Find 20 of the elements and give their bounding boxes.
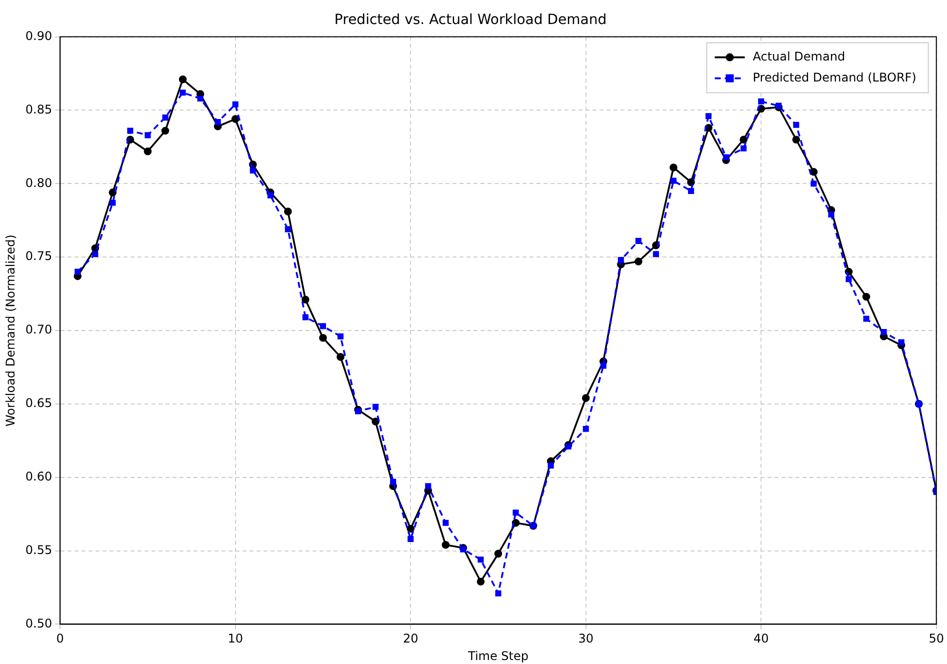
x-tick-label: 20	[402, 632, 418, 646]
y-tick-label: 0.80	[25, 176, 52, 190]
x-tick-label: 10	[228, 632, 244, 646]
x-axis-title: Time Step	[466, 648, 528, 663]
legend-label: Predicted Demand (LBORF)	[752, 70, 916, 84]
y-tick-label: 0.75	[25, 249, 52, 264]
y-tick-label: 0.50	[25, 616, 52, 630]
x-tick-label: 40	[753, 632, 769, 646]
x-tick-label: 50	[928, 632, 944, 646]
y-tick-label: 0.65	[25, 396, 52, 410]
chart-title: Predicted vs. Actual Workload Demand	[334, 12, 607, 28]
y-tick-label: 0.60	[25, 469, 52, 484]
x-tick-label: 30	[578, 632, 594, 646]
y-tick-label: 0.90	[25, 28, 52, 43]
x-tick-label: 0	[56, 632, 64, 646]
y-tick-label: 0.70	[25, 322, 52, 337]
y-tick-label: 0.55	[25, 542, 52, 557]
legend-label: Actual Demand	[752, 49, 846, 64]
y-axis-title: Workload Demand (Normalized)	[3, 234, 18, 426]
y-tick-label: 0.85	[25, 102, 52, 116]
